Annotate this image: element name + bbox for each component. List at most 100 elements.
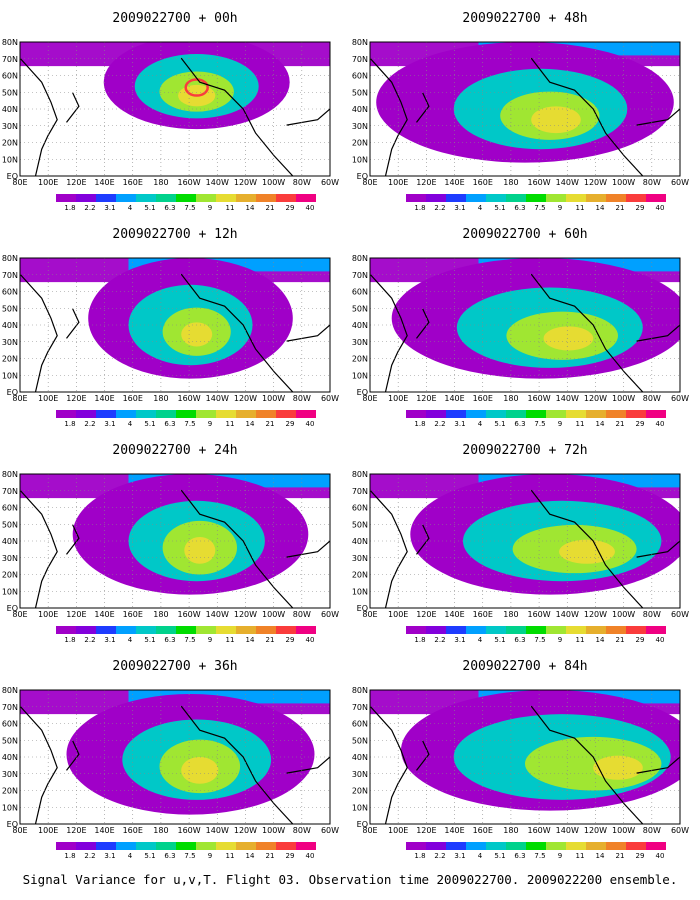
colorbar-label: 9 bbox=[558, 204, 562, 212]
colorbar-label: 40 bbox=[306, 636, 315, 644]
lon-tick-label: 160E bbox=[473, 394, 493, 403]
coast-japan bbox=[416, 92, 430, 123]
lon-tick-label: 60W bbox=[671, 394, 689, 403]
lon-tick-label: 120W bbox=[234, 610, 257, 619]
lat-tick-label: EQ bbox=[7, 820, 18, 829]
lat-tick-label: 30N bbox=[2, 122, 18, 131]
map-panel-6: 2009022700 + 72h 80E 100E 120E 140E 160E 180 16… bbox=[352, 443, 689, 644]
variance-contour-4 bbox=[543, 326, 594, 351]
colorbar: 1.8 2.2 3.1 4 5.1 6.3 7.5 9 11 14 21 29 40 bbox=[406, 842, 666, 860]
lat-tick-label: 70N bbox=[2, 55, 18, 64]
colorbar-swatch bbox=[466, 842, 486, 850]
lon-tick-label: 180 bbox=[503, 178, 518, 187]
colorbar-swatch bbox=[276, 842, 296, 850]
lat-tick-label: 10N bbox=[2, 587, 18, 596]
lon-tick-label: 80E bbox=[362, 826, 377, 835]
coast-gulf bbox=[636, 108, 680, 126]
colorbar-label: 3.1 bbox=[104, 420, 115, 428]
lat-tick-label: 80N bbox=[352, 686, 368, 695]
lat-tick-label: 60N bbox=[352, 72, 368, 81]
colorbar-swatch bbox=[526, 194, 546, 202]
lat-tick-label: 80N bbox=[2, 254, 18, 263]
colorbar-label: 6.3 bbox=[514, 852, 525, 860]
colorbar-swatch bbox=[236, 194, 256, 202]
panel-title: 2009022700 + 84h bbox=[462, 659, 587, 674]
variance-field bbox=[20, 474, 330, 595]
colorbar-swatch bbox=[96, 410, 116, 418]
colorbar-swatch bbox=[426, 194, 446, 202]
colorbar-swatch bbox=[526, 842, 546, 850]
colorbar-label: 2.2 bbox=[434, 420, 445, 428]
lon-tick-label: 120E bbox=[66, 394, 86, 403]
colorbar-swatch bbox=[196, 626, 216, 634]
colorbar-swatch bbox=[586, 410, 606, 418]
colorbar-label: 29 bbox=[286, 852, 295, 860]
colorbar-swatch bbox=[176, 626, 196, 634]
colorbar-label: 6.3 bbox=[514, 420, 525, 428]
lat-tick-label: 40N bbox=[2, 321, 18, 330]
coast-asia bbox=[370, 489, 408, 608]
lon-tick-label: 180 bbox=[153, 178, 168, 187]
colorbar-label: 2.2 bbox=[434, 204, 445, 212]
colorbar-label: 21 bbox=[266, 852, 275, 860]
coast-asia bbox=[20, 489, 58, 608]
colorbar-swatch bbox=[76, 194, 96, 202]
lon-tick-label: 100W bbox=[262, 178, 285, 187]
colorbar-swatch bbox=[506, 194, 526, 202]
lat-tick-label: EQ bbox=[7, 172, 18, 181]
colorbar-swatch bbox=[546, 842, 566, 850]
colorbar: 1.8 2.2 3.1 4 5.1 6.3 7.5 9 11 14 21 29 40 bbox=[406, 194, 666, 212]
colorbar-label: 29 bbox=[286, 204, 295, 212]
colorbar-label: 3.1 bbox=[104, 636, 115, 644]
lon-tick-label: 120W bbox=[584, 826, 607, 835]
colorbar: 1.8 2.2 3.1 4 5.1 6.3 7.5 9 11 14 21 29 40 bbox=[406, 626, 666, 644]
lon-tick-label: 80E bbox=[12, 610, 27, 619]
colorbar-swatch bbox=[296, 842, 316, 850]
lon-tick-label: 60W bbox=[671, 610, 689, 619]
lon-tick-label: 100W bbox=[612, 826, 635, 835]
colorbar-swatch bbox=[116, 626, 136, 634]
colorbar-swatch bbox=[136, 194, 156, 202]
coast-japan bbox=[66, 308, 80, 339]
colorbar-swatch bbox=[156, 626, 176, 634]
colorbar-swatch bbox=[506, 626, 526, 634]
colorbar-swatch bbox=[586, 626, 606, 634]
colorbar-label: 29 bbox=[636, 852, 645, 860]
lon-tick-label: 120E bbox=[66, 178, 86, 187]
lat-tick-label: 20N bbox=[2, 787, 18, 796]
colorbar-swatch bbox=[606, 410, 626, 418]
variance-contour-4 bbox=[181, 322, 213, 347]
coast-gulf bbox=[636, 540, 680, 558]
coast-japan bbox=[416, 308, 430, 339]
lon-tick-label: 100W bbox=[612, 178, 635, 187]
lon-tick-label: 100W bbox=[612, 394, 635, 403]
lat-tick-label: 10N bbox=[2, 155, 18, 164]
colorbar-swatch bbox=[176, 842, 196, 850]
colorbar-swatch bbox=[546, 194, 566, 202]
colorbar-label: 1.8 bbox=[414, 852, 425, 860]
colorbar-swatch bbox=[256, 842, 276, 850]
lat-tick-label: EQ bbox=[357, 820, 368, 829]
colorbar-label: 5.1 bbox=[144, 204, 155, 212]
lon-tick-label: 100E bbox=[38, 394, 58, 403]
colorbar-label: 40 bbox=[306, 852, 315, 860]
colorbar-swatch bbox=[196, 410, 216, 418]
colorbar-swatch bbox=[586, 842, 606, 850]
lat-tick-label: 20N bbox=[352, 139, 368, 148]
colorbar-label: 1.8 bbox=[414, 204, 425, 212]
coast-asia bbox=[20, 57, 58, 176]
lat-tick-label: EQ bbox=[357, 172, 368, 181]
colorbar-swatch bbox=[626, 194, 646, 202]
colorbar-label: 1.8 bbox=[64, 852, 75, 860]
lat-tick-label: 30N bbox=[2, 338, 18, 347]
lon-tick-label: 160W bbox=[177, 610, 200, 619]
colorbar-swatch bbox=[646, 626, 666, 634]
coast-gulf bbox=[286, 756, 330, 774]
colorbar-label: 14 bbox=[596, 420, 605, 428]
lon-tick-label: 120E bbox=[66, 826, 86, 835]
lon-tick-label: 140W bbox=[206, 394, 229, 403]
lon-tick-label: 160E bbox=[473, 610, 493, 619]
panel-title: 2009022700 + 00h bbox=[112, 11, 237, 26]
lat-tick-label: 80N bbox=[352, 254, 368, 263]
lon-tick-label: 180 bbox=[503, 610, 518, 619]
